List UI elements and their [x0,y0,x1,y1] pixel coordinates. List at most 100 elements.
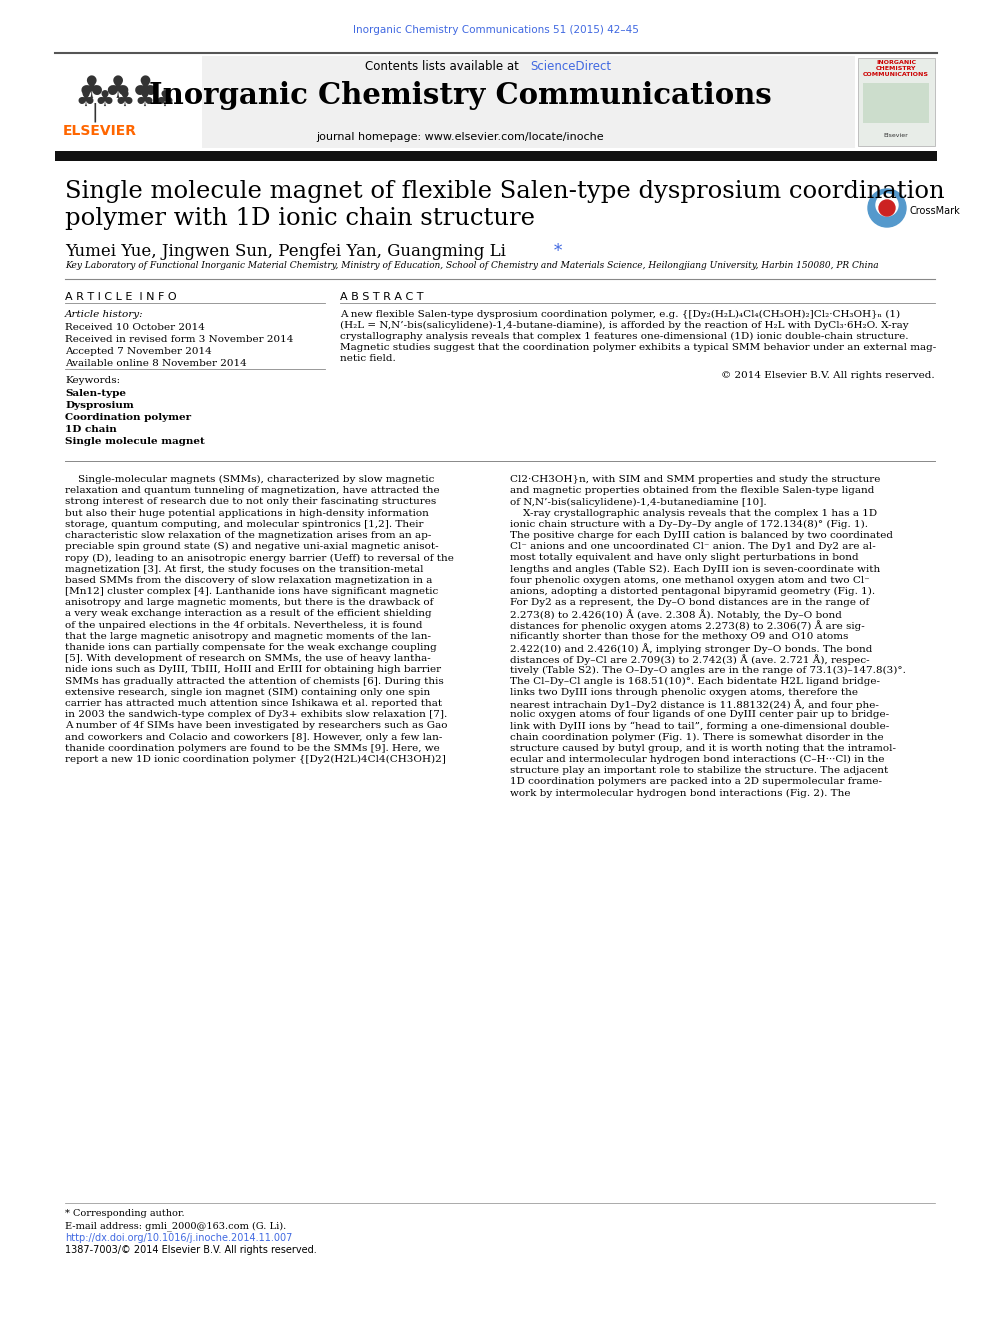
Circle shape [879,200,895,216]
Text: anions, adopting a distorted pentagonal bipyramid geometry (Fig. 1).: anions, adopting a distorted pentagonal … [510,587,875,597]
Text: Coordination polymer: Coordination polymer [65,413,191,422]
Text: but also their huge potential applications in high-density information: but also their huge potential applicatio… [65,508,429,517]
Text: Yumei Yue, Jingwen Sun, Pengfei Yan, Guangming Li: Yumei Yue, Jingwen Sun, Pengfei Yan, Gua… [65,243,511,261]
Text: 1387-7003/© 2014 Elsevier B.V. All rights reserved.: 1387-7003/© 2014 Elsevier B.V. All right… [65,1245,316,1256]
Text: extensive research, single ion magnet (SIM) containing only one spin: extensive research, single ion magnet (S… [65,688,431,697]
Text: X-ray crystallographic analysis reveals that the complex 1 has a 1D: X-ray crystallographic analysis reveals … [510,508,877,517]
Text: and coworkers and Colacio and coworkers [8]. However, only a few lan-: and coworkers and Colacio and coworkers … [65,733,442,742]
Text: Available online 8 November 2014: Available online 8 November 2014 [65,359,247,368]
Text: [Mn12] cluster complex [4]. Lanthanide ions have significant magnetic: [Mn12] cluster complex [4]. Lanthanide i… [65,587,438,595]
Text: relaxation and quantum tunneling of magnetization, have attracted the: relaxation and quantum tunneling of magn… [65,486,439,495]
Text: that the large magnetic anisotropy and magnetic moments of the lan-: that the large magnetic anisotropy and m… [65,632,431,640]
Text: 2.273(8) to 2.426(10) Å (ave. 2.308 Å). Notably, the Dy–O bond: 2.273(8) to 2.426(10) Å (ave. 2.308 Å). … [510,610,842,620]
Text: INORGANIC
CHEMISTRY
COMMUNICATIONS: INORGANIC CHEMISTRY COMMUNICATIONS [863,60,929,77]
Text: Elsevier: Elsevier [884,134,909,138]
Text: nide ions such as DyIII, TbIII, HoIII and ErIII for obtaining high barrier: nide ions such as DyIII, TbIII, HoIII an… [65,665,441,675]
Text: journal homepage: www.elsevier.com/locate/inoche: journal homepage: www.elsevier.com/locat… [316,132,604,142]
Text: Salen-type: Salen-type [65,389,126,398]
FancyBboxPatch shape [55,151,937,161]
Text: * Corresponding author.: * Corresponding author. [65,1209,185,1218]
FancyBboxPatch shape [863,83,929,123]
Text: lengths and angles (Table S2). Each DyIII ion is seven-coordinate with: lengths and angles (Table S2). Each DyII… [510,565,880,574]
Text: a very weak exchange interaction as a result of the efficient shielding: a very weak exchange interaction as a re… [65,610,432,618]
Circle shape [868,189,906,228]
Text: Single-molecular magnets (SMMs), characterized by slow magnetic: Single-molecular magnets (SMMs), charact… [65,475,434,484]
Text: structure caused by butyl group, and it is worth noting that the intramol-: structure caused by butyl group, and it … [510,744,896,753]
Text: thanide ions can partially compensate for the weak exchange coupling: thanide ions can partially compensate fo… [65,643,436,652]
Text: structure play an important role to stabilize the structure. The adjacent: structure play an important role to stab… [510,766,888,775]
Text: A number of 4f SIMs have been investigated by researchers such as Gao: A number of 4f SIMs have been investigat… [65,721,447,730]
Text: 2.422(10) and 2.426(10) Å, implying stronger Dy–O bonds. The bond: 2.422(10) and 2.426(10) Å, implying stro… [510,643,872,654]
Text: Cl2·CH3OH}n, with SIM and SMM properties and study the structure: Cl2·CH3OH}n, with SIM and SMM properties… [510,475,880,484]
Text: [5]. With development of research on SMMs, the use of heavy lantha-: [5]. With development of research on SMM… [65,654,431,663]
Text: distances for phenolic oxygen atoms 2.273(8) to 2.306(7) Å are sig-: distances for phenolic oxygen atoms 2.27… [510,620,865,631]
Text: netic field.: netic field. [340,355,396,363]
Text: Received in revised form 3 November 2014: Received in revised form 3 November 2014 [65,335,294,344]
Text: © 2014 Elsevier B.V. All rights reserved.: © 2014 Elsevier B.V. All rights reserved… [721,370,935,380]
Text: Received 10 October 2014: Received 10 October 2014 [65,323,205,332]
Text: preciable spin ground state (S) and negative uni-axial magnetic anisot-: preciable spin ground state (S) and nega… [65,542,438,552]
FancyBboxPatch shape [55,56,855,148]
Text: most totally equivalent and have only slight perturbations in bond: most totally equivalent and have only sl… [510,553,859,562]
Text: ecular and intermolecular hydrogen bond interactions (C–H···Cl) in the: ecular and intermolecular hydrogen bond … [510,755,885,765]
Text: characteristic slow relaxation of the magnetization arises from an ap-: characteristic slow relaxation of the ma… [65,531,432,540]
FancyBboxPatch shape [858,58,935,146]
Text: |: | [92,103,98,123]
Text: SMMs has gradually attracted the attention of chemists [6]. During this: SMMs has gradually attracted the attenti… [65,676,443,685]
Text: ♣♣♣: ♣♣♣ [78,75,160,105]
Text: *: * [554,243,562,261]
Circle shape [876,194,898,216]
Text: ELSEVIER: ELSEVIER [63,124,137,138]
Text: 1D chain: 1D chain [65,425,117,434]
Text: of N,N’-bis(salicylidene)-1,4-butanediamine [10].: of N,N’-bis(salicylidene)-1,4-butanediam… [510,497,767,507]
Text: and magnetic properties obtained from the flexible Salen-type ligand: and magnetic properties obtained from th… [510,486,874,495]
Text: http://dx.doi.org/10.1016/j.inoche.2014.11.007: http://dx.doi.org/10.1016/j.inoche.2014.… [65,1233,293,1244]
Text: ionic chain structure with a Dy–Dy–Dy angle of 172.134(8)° (Fig. 1).: ionic chain structure with a Dy–Dy–Dy an… [510,520,868,529]
Text: distances of Dy–Cl are 2.709(3) to 2.742(3) Å (ave. 2.721 Å), respec-: distances of Dy–Cl are 2.709(3) to 2.742… [510,654,870,665]
Text: storage, quantum computing, and molecular spintronics [1,2]. Their: storage, quantum computing, and molecula… [65,520,424,529]
Text: anisotropy and large magnetic moments, but there is the drawback of: anisotropy and large magnetic moments, b… [65,598,434,607]
Text: Single molecule magnet of flexible Salen-type dysprosium coordination
polymer wi: Single molecule magnet of flexible Salen… [65,180,944,230]
Text: ropy (D), leading to an anisotropic energy barrier (Ueff) to reversal of the: ropy (D), leading to an anisotropic ener… [65,553,454,562]
Text: For Dy2 as a represent, the Dy–O bond distances are in the range of: For Dy2 as a represent, the Dy–O bond di… [510,598,869,607]
Text: Single molecule magnet: Single molecule magnet [65,437,204,446]
Text: Dysprosium: Dysprosium [65,401,134,410]
Text: links two DyIII ions through phenolic oxygen atoms, therefore the: links two DyIII ions through phenolic ox… [510,688,858,697]
Text: magnetization [3]. At first, the study focuses on the transition-metal: magnetization [3]. At first, the study f… [65,565,424,574]
Text: Inorganic Chemistry Communications 51 (2015) 42–45: Inorganic Chemistry Communications 51 (2… [353,25,639,34]
Text: A new flexible Salen-type dysprosium coordination polymer, e.g. {[Dy₂(H₂L)₄Cl₄(C: A new flexible Salen-type dysprosium coo… [340,310,900,319]
Text: thanide coordination polymers are found to be the SMMs [9]. Here, we: thanide coordination polymers are found … [65,744,439,753]
Text: E-mail address: gmli_2000@163.com (G. Li).: E-mail address: gmli_2000@163.com (G. Li… [65,1221,287,1230]
Text: report a new 1D ionic coordination polymer {[Dy2(H2L)4Cl4(CH3OH)2]: report a new 1D ionic coordination polym… [65,755,445,765]
Text: A R T I C L E  I N F O: A R T I C L E I N F O [65,292,177,302]
Text: The positive charge for each DyIII cation is balanced by two coordinated: The positive charge for each DyIII catio… [510,531,893,540]
Text: Accepted 7 November 2014: Accepted 7 November 2014 [65,347,211,356]
Text: in 2003 the sandwich-type complex of Dy3+ exhibits slow relaxation [7].: in 2003 the sandwich-type complex of Dy3… [65,710,447,720]
Text: ScienceDirect: ScienceDirect [530,60,611,73]
FancyBboxPatch shape [55,56,202,148]
Text: chain coordination polymer (Fig. 1). There is somewhat disorder in the: chain coordination polymer (Fig. 1). The… [510,733,884,742]
Text: Key Laboratory of Functional Inorganic Material Chemistry, Ministry of Education: Key Laboratory of Functional Inorganic M… [65,261,879,270]
Text: carrier has attracted much attention since Ishikawa et al. reported that: carrier has attracted much attention sin… [65,699,442,708]
Text: Contents lists available at: Contents lists available at [365,60,523,73]
Text: Cl⁻ anions and one uncoordinated Cl⁻ anion. The Dy1 and Dy2 are al-: Cl⁻ anions and one uncoordinated Cl⁻ ani… [510,542,876,552]
Text: of the unpaired elections in the 4f orbitals. Nevertheless, it is found: of the unpaired elections in the 4f orbi… [65,620,423,630]
Text: nolic oxygen atoms of four ligands of one DyIII center pair up to bridge-: nolic oxygen atoms of four ligands of on… [510,710,889,720]
Text: (H₂L = N,N’-bis(salicylidene)-1,4-butane-diamine), is afforded by the reaction o: (H₂L = N,N’-bis(salicylidene)-1,4-butane… [340,321,909,331]
Text: Keywords:: Keywords: [65,376,120,385]
Text: based SMMs from the discovery of slow relaxation magnetization in a: based SMMs from the discovery of slow re… [65,576,433,585]
Text: crystallography analysis reveals that complex 1 features one-dimensional (1D) io: crystallography analysis reveals that co… [340,332,909,341]
Text: strong interest of research due to not only their fascinating structures: strong interest of research due to not o… [65,497,436,507]
Text: Magnetic studies suggest that the coordination polymer exhibits a typical SMM be: Magnetic studies suggest that the coordi… [340,343,936,352]
Text: nificantly shorter than those for the methoxy O9 and O10 atoms: nificantly shorter than those for the me… [510,632,848,640]
Text: Inorganic Chemistry Communications: Inorganic Chemistry Communications [149,81,772,110]
Text: ♣♣♣♣♣: ♣♣♣♣♣ [75,91,175,111]
Text: nearest intrachain Dy1–Dy2 distance is 11.88132(24) Å, and four phe-: nearest intrachain Dy1–Dy2 distance is 1… [510,699,879,709]
Text: CrossMark: CrossMark [909,206,959,216]
Text: tively (Table S2). The O–Dy–O angles are in the range of 73.1(3)–147.8(3)°.: tively (Table S2). The O–Dy–O angles are… [510,665,906,675]
Text: The Cl–Dy–Cl angle is 168.51(10)°. Each bidentate H2L ligand bridge-: The Cl–Dy–Cl angle is 168.51(10)°. Each … [510,676,880,685]
Text: 1D coordination polymers are packed into a 2D supermolecular frame-: 1D coordination polymers are packed into… [510,778,882,786]
Text: A B S T R A C T: A B S T R A C T [340,292,424,302]
Text: four phenolic oxygen atoms, one methanol oxygen atom and two Cl⁻: four phenolic oxygen atoms, one methanol… [510,576,870,585]
Text: Article history:: Article history: [65,310,144,319]
